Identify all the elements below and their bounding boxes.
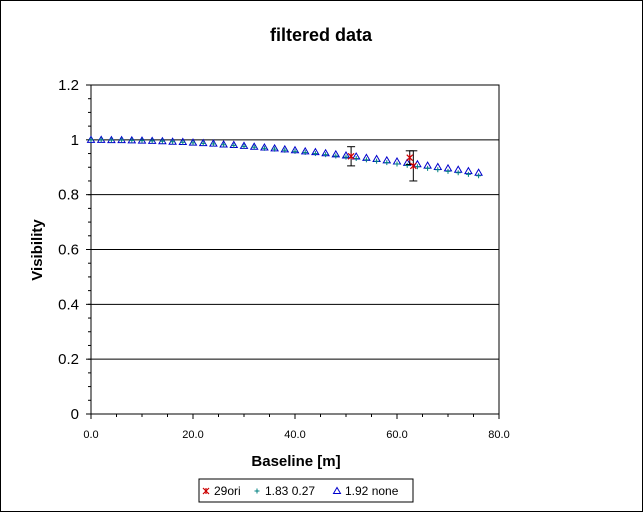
legend-marker-0 (202, 487, 210, 495)
data-point (374, 158, 380, 164)
data-point (88, 137, 94, 143)
y-tick-label: 0.2 (58, 351, 79, 368)
data-point (414, 164, 420, 170)
legend-label-2: 1.92 none (345, 484, 399, 498)
data-point (384, 160, 390, 166)
data-point (333, 153, 339, 159)
y-tick-label: 0.4 (58, 296, 79, 313)
x-tick-label: 0.0 (83, 429, 98, 441)
data-point (353, 155, 359, 161)
gridlines (91, 139, 499, 360)
chart-title: filtered data (270, 25, 373, 45)
data-point (98, 137, 104, 143)
x-tick-label: 40.0 (284, 429, 305, 441)
data-point (425, 165, 431, 171)
data-point (200, 140, 206, 146)
legend: 29ori 1.83 0.27 1.92 none (198, 478, 414, 503)
data-point (404, 162, 410, 168)
legend-label-0: 29ori (214, 484, 241, 498)
data-point (129, 137, 135, 143)
y-tick-label: 0.8 (58, 187, 79, 204)
data-point (476, 173, 482, 179)
x-axis-ticks: 0.0 20.0 40.0 60.0 80.0 (83, 414, 510, 441)
data-point (292, 148, 298, 154)
data-point (394, 161, 400, 167)
y-axis-label: Visibility (29, 219, 46, 281)
data-point (435, 167, 441, 173)
data-point (180, 139, 186, 145)
y-tick-label: 0.6 (58, 242, 79, 259)
x-axis-label: Baseline [m] (251, 453, 340, 470)
y-tick-label: 0 (71, 406, 79, 423)
data-point (139, 138, 145, 144)
data-point (455, 170, 461, 176)
legend-marker-2 (332, 486, 342, 494)
data-point (409, 162, 417, 170)
data-point (406, 154, 414, 162)
x-tick-label: 60.0 (386, 429, 407, 441)
series-0 (347, 146, 418, 182)
data-point (210, 141, 216, 147)
legend-marker-1 (254, 488, 260, 494)
y-tick-label: 1 (71, 132, 79, 149)
data-point (343, 154, 349, 160)
data-point (170, 139, 176, 145)
y-axis-ticks: 0 0.2 0.4 0.6 0.8 1 1.2 (58, 77, 91, 423)
data-point (272, 146, 278, 152)
data-point (231, 143, 237, 149)
y-tick-label: 1.2 (58, 77, 79, 94)
data-point (347, 152, 355, 160)
data-point (445, 168, 451, 174)
data-point (363, 157, 369, 163)
x-tick-label: 80.0 (488, 429, 509, 441)
data-point (282, 147, 288, 153)
data-point (221, 142, 227, 148)
data-point (190, 140, 196, 146)
data-point (302, 149, 308, 155)
data-point (261, 145, 267, 151)
data-point (119, 137, 125, 143)
data-point (149, 138, 155, 144)
data-point (108, 137, 114, 143)
series-layer (86, 135, 483, 182)
x-tick-label: 20.0 (182, 429, 203, 441)
series-1 (88, 137, 482, 179)
data-point (241, 143, 247, 149)
legend-label-1: 1.83 0.27 (265, 484, 315, 498)
data-point (159, 138, 165, 144)
legend-box (198, 478, 414, 503)
data-point (312, 151, 318, 157)
data-point (323, 152, 329, 158)
data-point (465, 171, 471, 177)
data-point (251, 144, 257, 150)
